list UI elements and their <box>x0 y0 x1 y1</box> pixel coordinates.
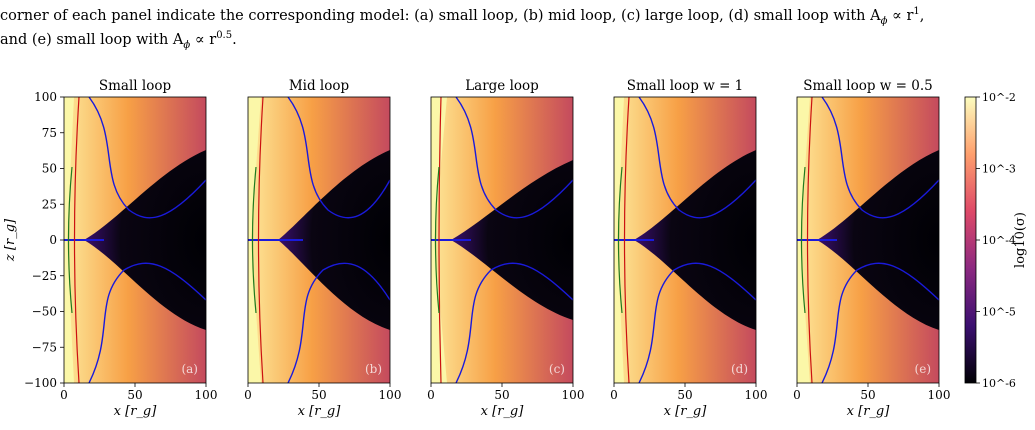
green-contour <box>434 166 440 314</box>
x-axis-label: x [r_g] <box>847 404 891 419</box>
x-axis-label: x [r_g] <box>664 404 708 419</box>
blue-contour-upper <box>638 97 756 219</box>
x-tick-label: 0 <box>60 388 68 402</box>
low-sigma-region <box>451 160 573 320</box>
blue-contour-lower <box>821 262 939 383</box>
panel-tag: (d) <box>731 362 748 376</box>
funnel-region <box>64 97 74 383</box>
y-axis-label: z [r_g] <box>3 218 18 262</box>
y-tick-label: 100 <box>34 90 57 104</box>
colorbar-tick-label: 10^-4 <box>982 234 1016 247</box>
colorbar-tick-label: 10^-6 <box>982 377 1016 390</box>
x-tick-label: 50 <box>494 388 509 402</box>
x-tick-label: 50 <box>311 388 326 402</box>
low-sigma-region <box>84 150 206 330</box>
panel-tag: (a) <box>181 362 198 376</box>
blue-contour-lower <box>638 262 756 383</box>
green-contour <box>251 166 257 314</box>
low-sigma-region <box>634 150 756 330</box>
colorbar: 10^-2 10^-3 10^-4 10^-5 10^-6 log10(σ) <box>964 91 1028 390</box>
x-tick-label: 100 <box>379 388 402 402</box>
green-contour <box>617 166 623 314</box>
x-tick-label: 0 <box>793 388 801 402</box>
x-tick-label: 100 <box>562 388 585 402</box>
y-tick-label: −100 <box>24 376 57 390</box>
panel-a: Small loop (a) 0 50 100 x [r_g] 100 75 50 25 0 −25 −… <box>3 78 217 419</box>
colorbar-tick-label: 10^-3 <box>982 163 1016 176</box>
red-contour <box>438 97 442 383</box>
y-tick-label: −75 <box>32 340 57 354</box>
panel-e: Small loop w = 0.5 (e) 0 50 100 x [r_g] <box>793 78 950 419</box>
red-contour <box>806 97 813 383</box>
x-tick-label: 50 <box>127 388 142 402</box>
y-tick-label: 50 <box>42 162 57 176</box>
red-contour <box>623 97 630 383</box>
y-tick-label: 0 <box>49 233 57 247</box>
caption-line-2: and (e) small loop with Aϕ ∝ r0.5. <box>0 30 237 51</box>
blue-contour-lower <box>88 262 206 383</box>
colorbar-gradient <box>964 96 977 384</box>
x-tick-label: 0 <box>610 388 618 402</box>
panel-tag: (e) <box>915 362 931 376</box>
funnel-region <box>431 97 447 383</box>
panel-tag: (c) <box>549 362 565 376</box>
x-axis-label: x [r_g] <box>298 404 342 419</box>
panel-title: Mid loop <box>289 78 349 94</box>
colorbar-tick-label: 10^-2 <box>982 91 1016 104</box>
panel-tag: (b) <box>365 362 382 376</box>
low-sigma-region <box>278 150 390 330</box>
panel-d: Small loop w = 1 (d) 0 50 100 x [r_g] <box>610 78 767 419</box>
x-tick-label: 100 <box>195 388 218 402</box>
blue-contour-upper <box>88 97 206 219</box>
blue-contour-lower <box>287 262 390 383</box>
blue-contour-upper <box>287 97 390 219</box>
green-contour <box>800 166 806 314</box>
x-tick-label: 0 <box>244 388 252 402</box>
x-tick-label: 0 <box>427 388 435 402</box>
funnel-region <box>614 97 624 383</box>
y-tick-label: 75 <box>42 126 57 140</box>
x-tick-label: 50 <box>860 388 875 402</box>
y-tick-label: 25 <box>42 197 57 211</box>
x-tick-label: 50 <box>677 388 692 402</box>
x-axis-label: x [r_g] <box>481 404 525 419</box>
red-contour <box>73 97 80 383</box>
low-sigma-region <box>817 150 939 330</box>
x-tick-label: 100 <box>928 388 951 402</box>
red-contour <box>257 97 264 383</box>
panel-c: Large loop (c) 0 50 100 x [r_g] <box>427 78 584 419</box>
green-contour <box>67 166 73 314</box>
colorbar-label: log10(σ) <box>1013 212 1028 268</box>
panel-title: Small loop w = 0.5 <box>803 78 932 94</box>
panel-title: Small loop <box>99 78 171 94</box>
blue-contour-upper <box>455 97 573 219</box>
blue-contour-upper <box>821 97 939 219</box>
caption-line-1: corner of each panel indicate the corres… <box>0 6 925 27</box>
x-tick-label: 100 <box>745 388 768 402</box>
y-tick-label: −25 <box>32 269 57 283</box>
panel-title: Small loop w = 1 <box>627 78 744 94</box>
blue-contour-lower <box>455 262 573 383</box>
x-axis-label: x [r_g] <box>114 404 158 419</box>
y-tick-label: −50 <box>32 305 57 319</box>
panel-b: Mid loop (b) 0 50 100 x [r_g] <box>244 78 401 419</box>
colorbar-tick-label: 10^-5 <box>982 306 1016 319</box>
funnel-region <box>248 97 261 383</box>
funnel-region <box>797 97 810 383</box>
panel-title: Large loop <box>465 78 539 94</box>
